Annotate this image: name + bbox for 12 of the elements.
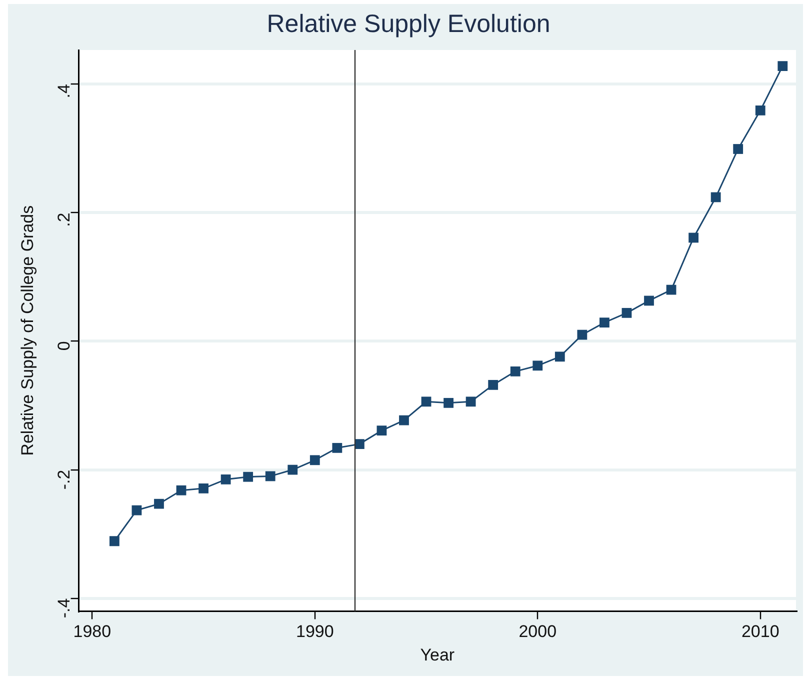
x-tick-label: 1990 <box>296 622 334 642</box>
chart-title: Relative Supply Evolution <box>266 10 550 38</box>
y-tick-label: -.2 <box>54 470 74 490</box>
x-axis-title: Year <box>420 645 455 664</box>
y-tick-label: .4 <box>54 84 74 98</box>
y-tick-label: .2 <box>54 212 74 227</box>
y-tick-label: -.4 <box>54 598 74 618</box>
y-axis-title: Relative Supply of College Grads <box>18 205 37 456</box>
x-tick-label: 2000 <box>518 622 557 642</box>
x-tick-label: 1980 <box>73 622 112 642</box>
y-tick-label: 0 <box>54 341 74 351</box>
x-tick-label: 2010 <box>741 622 780 642</box>
